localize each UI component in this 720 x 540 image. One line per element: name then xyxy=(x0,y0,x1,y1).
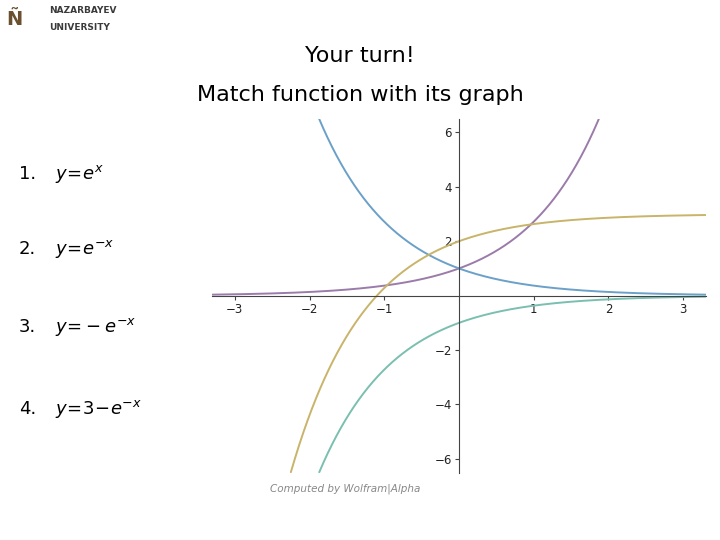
Text: Computed by Wolfram|Alpha: Computed by Wolfram|Alpha xyxy=(271,483,420,494)
Text: 4.: 4. xyxy=(19,400,36,418)
Text: Your turn!: Your turn! xyxy=(305,46,415,66)
FancyBboxPatch shape xyxy=(4,2,43,37)
Text: 2.: 2. xyxy=(19,240,36,258)
Text: $y\!=\!e^x$: $y\!=\!e^x$ xyxy=(55,163,104,185)
Text: 3.: 3. xyxy=(19,318,36,336)
Text: 22: 22 xyxy=(685,508,696,517)
Text: UNIVERSITY: UNIVERSITY xyxy=(49,24,110,32)
Text: Match function with its graph: Match function with its graph xyxy=(197,85,523,105)
Text: Ñ: Ñ xyxy=(6,10,22,29)
Text: Foundation Year Program: Foundation Year Program xyxy=(509,15,709,29)
Text: 1.: 1. xyxy=(19,165,36,183)
Text: $y\!=\!3\!-\!e^{-x}$: $y\!=\!3\!-\!e^{-x}$ xyxy=(55,398,143,420)
Text: NAZARBAYEV: NAZARBAYEV xyxy=(49,6,117,15)
Text: $y\!=\!e^{-x}$: $y\!=\!e^{-x}$ xyxy=(55,238,114,260)
Text: $y\!=\!-e^{-x}$: $y\!=\!-e^{-x}$ xyxy=(55,316,137,338)
Text: 2019-2020: 2019-2020 xyxy=(611,518,702,533)
